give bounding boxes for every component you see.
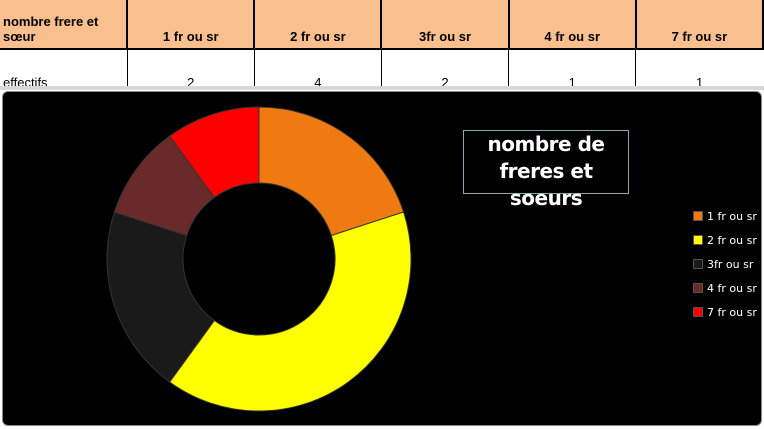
chart-title[interactable]: nombre de freres et soeurs (463, 130, 629, 210)
legend[interactable]: 1 fr ou sr 2 fr ou sr 3fr ou sr 4 fr ou … (693, 204, 757, 324)
legend-item: 3fr ou sr (693, 252, 757, 276)
header-cell[interactable]: 2 fr ou sr (253, 0, 383, 50)
data-cell[interactable]: 2 (380, 49, 509, 90)
data-cell[interactable]: 1 (635, 49, 763, 90)
legend-swatch (693, 259, 703, 269)
pane-splitter[interactable] (0, 86, 764, 90)
data-cell[interactable]: 1 (508, 49, 636, 90)
data-table: nombre frere et sœur 1 fr ou sr 2 fr ou … (0, 0, 764, 90)
legend-swatch (693, 211, 703, 221)
legend-label: 4 fr ou sr (707, 281, 757, 295)
legend-label: 7 fr ou sr (707, 305, 757, 319)
chart-area[interactable]: nombre de freres et soeurs 1 fr ou sr 2 … (2, 91, 762, 426)
legend-item: 7 fr ou sr (693, 300, 757, 324)
legend-label: 2 fr ou sr (707, 233, 757, 247)
legend-label: 3fr ou sr (707, 257, 754, 271)
header-cell[interactable]: 1 fr ou sr (126, 0, 256, 50)
header-cell[interactable]: 7 fr ou sr (634, 0, 764, 50)
header-cell[interactable]: 4 fr ou sr (507, 0, 637, 50)
data-cell[interactable]: 2 (126, 49, 255, 90)
legend-swatch (693, 235, 703, 245)
legend-item: 4 fr ou sr (693, 276, 757, 300)
legend-item: 2 fr ou sr (693, 228, 757, 252)
legend-swatch (693, 307, 703, 317)
header-cell[interactable]: nombre frere et sœur (0, 0, 129, 50)
legend-swatch (693, 283, 703, 293)
donut-chart (106, 106, 412, 412)
data-cell[interactable]: 4 (253, 49, 382, 90)
data-cell[interactable]: effectifs (3, 75, 48, 90)
donut-slice[interactable] (168, 211, 412, 412)
header-cell[interactable]: 3fr ou sr (380, 0, 510, 50)
legend-item: 1 fr ou sr (693, 204, 757, 228)
donut-slice[interactable] (258, 106, 405, 237)
donut-slice[interactable] (106, 211, 216, 383)
donut-slice[interactable] (168, 106, 260, 199)
legend-label: 1 fr ou sr (707, 209, 757, 223)
